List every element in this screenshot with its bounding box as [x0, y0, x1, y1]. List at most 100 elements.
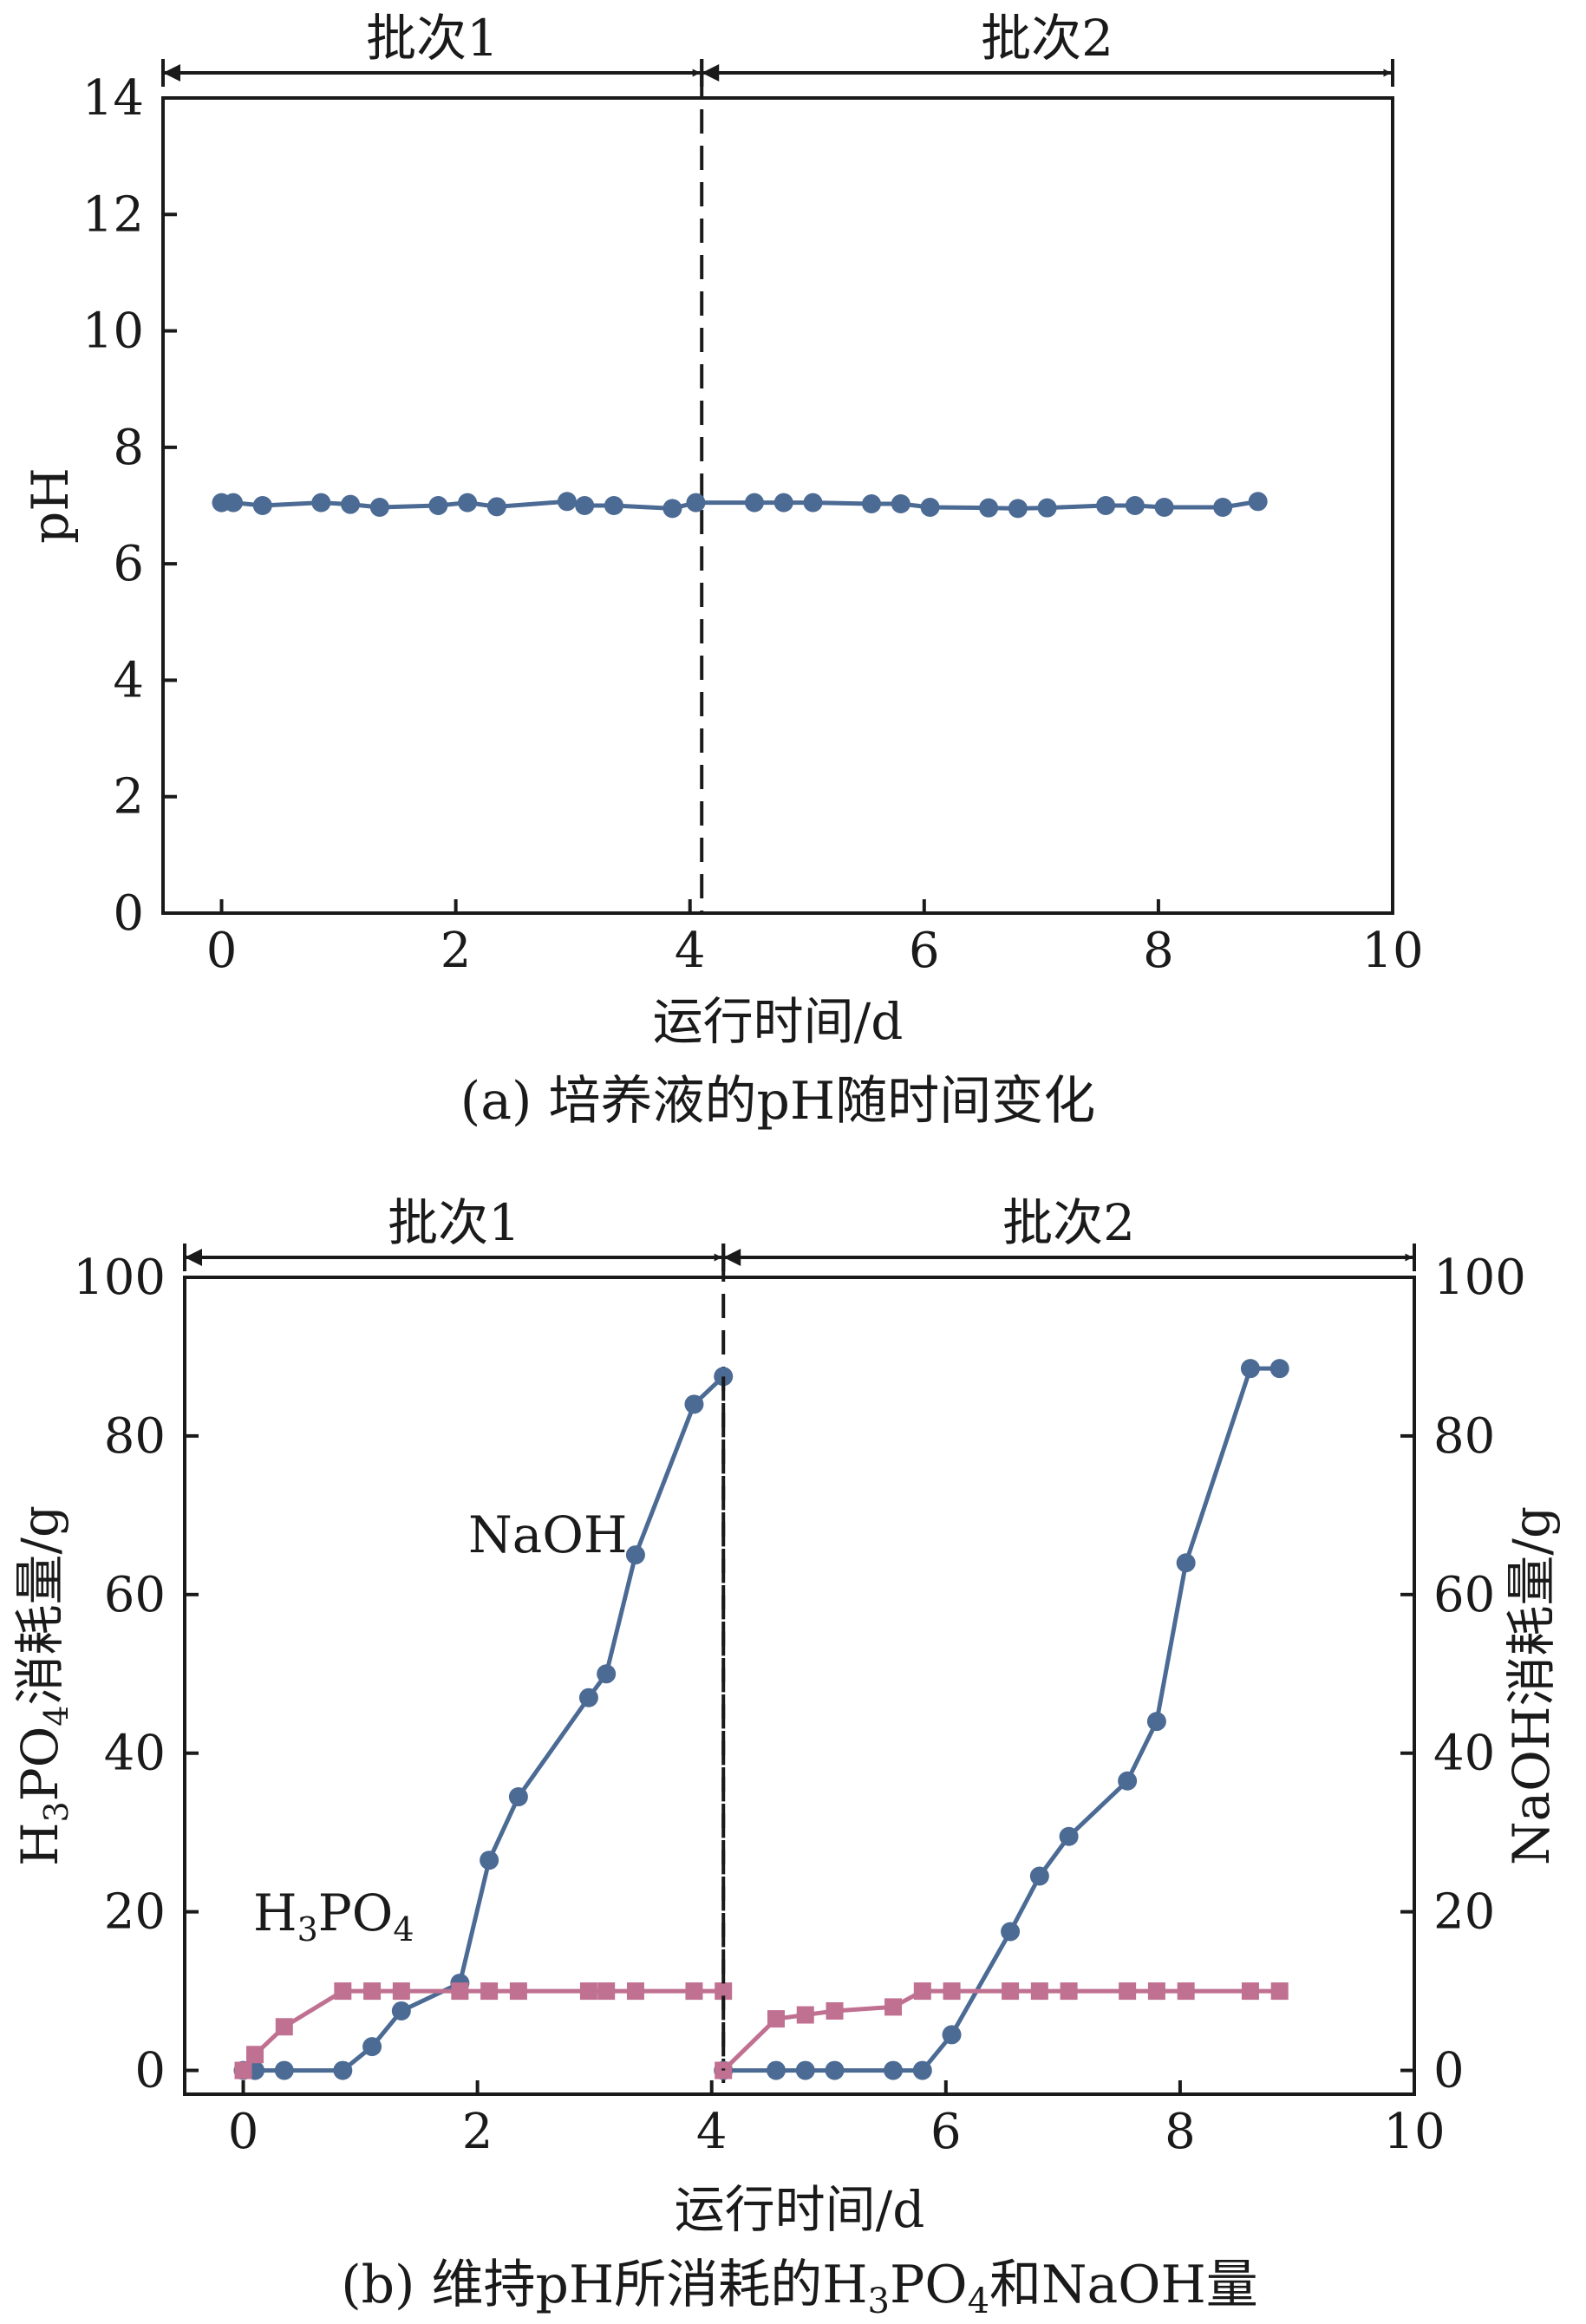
data-point: [625, 1545, 645, 1565]
batch-arrowhead-left: [702, 64, 720, 82]
x-tick-label: 0: [206, 923, 238, 979]
x-tick-label: 6: [909, 923, 940, 979]
data-point: [224, 493, 244, 512]
chart-a: 0 2 4 6 8 10 0 2 4 6 8 10 12 14 批次1 批次2 pH 运行时间/d (a) …: [21, 9, 1424, 1132]
data-point: [979, 498, 999, 518]
x-tick-label: 8: [1165, 2104, 1196, 2160]
data-point: [604, 496, 623, 515]
series-line: [721, 1988, 1280, 2073]
y-right-tick-label: 60: [1433, 1567, 1495, 1623]
y-tick-label: 60: [104, 1567, 166, 1623]
data-point: [715, 1982, 733, 2001]
data-point: [920, 498, 940, 518]
data-point: [1001, 1922, 1021, 1942]
data-point: [458, 493, 478, 512]
y-right-tick-label: 40: [1433, 1726, 1495, 1782]
batch-label: 批次2: [981, 9, 1113, 68]
batch-label: 批次2: [1002, 1193, 1135, 1252]
series-line: [241, 1988, 724, 2073]
chart-b-annotation-h3po4: H3PO4: [253, 1883, 414, 1949]
data-point: [369, 498, 389, 518]
data-point: [1146, 1712, 1166, 1732]
data-point: [480, 1851, 499, 1870]
y-tick-label: 100: [73, 1250, 166, 1306]
data-point: [1002, 1982, 1020, 2001]
data-point: [1029, 1866, 1049, 1886]
data-point: [1096, 496, 1116, 515]
data-point: [1269, 1359, 1289, 1379]
x-tick-label: 10: [1383, 2104, 1445, 2160]
data-point: [796, 2006, 814, 2024]
data-point: [334, 1982, 352, 2001]
data-point: [826, 2001, 844, 2020]
data-point: [1030, 1982, 1048, 2001]
batch-label: 批次1: [366, 9, 499, 68]
data-point: [1147, 1982, 1165, 2001]
y-tick-label: 0: [113, 885, 144, 942]
data-point: [486, 497, 506, 517]
chart-b-x-axis-label: 运行时间/d: [675, 2180, 925, 2239]
data-point: [508, 1787, 528, 1807]
data-point: [795, 2060, 815, 2080]
data-point: [597, 1664, 617, 1684]
x-tick-label: 0: [228, 2104, 259, 2160]
data-point: [1248, 492, 1268, 512]
data-point: [363, 1982, 382, 2001]
data-point: [1059, 1826, 1079, 1846]
data-point: [1119, 1982, 1137, 2001]
y-tick-label: 10: [82, 304, 144, 360]
data-point: [744, 493, 764, 512]
chart-b-y-axis-label-right: NaOH消耗量/g: [1502, 1506, 1561, 1865]
data-point: [884, 2060, 904, 2080]
data-point: [557, 492, 577, 512]
data-point: [597, 1982, 616, 2001]
data-point: [1177, 1982, 1195, 2001]
data-point: [1240, 1359, 1260, 1379]
chart-a-ticks: 0 2 4 6 8 10 0 2 4 6 8 10 12 14: [82, 70, 1424, 979]
y-tick-label: 14: [82, 70, 144, 127]
series-line: [723, 1366, 1280, 2073]
data-point: [1241, 1982, 1259, 2001]
data-point: [825, 2060, 845, 2080]
data-point: [362, 2037, 382, 2057]
x-tick-label: 2: [462, 2104, 493, 2160]
data-point: [1008, 499, 1028, 519]
data-point: [274, 2060, 294, 2080]
data-point: [884, 1998, 903, 2016]
data-point: [252, 496, 272, 515]
y-right-tick-label: 20: [1433, 1884, 1495, 1941]
data-point: [392, 1982, 410, 2001]
y-tick-label: 8: [113, 420, 144, 476]
data-point: [626, 1982, 644, 2001]
data-point: [942, 2025, 962, 2045]
chart-b-batch-arrows: 批次1 批次2: [183, 1193, 1416, 1271]
x-tick-label: 8: [1143, 923, 1174, 979]
data-point: [1060, 1982, 1078, 2001]
data-point: [862, 493, 882, 513]
data-point: [1270, 1982, 1289, 2001]
data-point: [686, 493, 706, 512]
data-point: [275, 2018, 293, 2036]
y-tick-label: 0: [134, 2043, 166, 2099]
y-tick-label: 6: [113, 536, 144, 592]
chart-b-caption: (b) 维持pH所消耗的H3PO4和NaOH量: [341, 2255, 1258, 2321]
data-point: [1125, 496, 1145, 515]
data-point: [1118, 1771, 1138, 1791]
data-point: [578, 1688, 598, 1707]
chart-a-y-axis-label: pH: [21, 467, 80, 544]
chart-a-plot-frame: [161, 96, 1394, 915]
data-point: [428, 496, 448, 515]
data-point: [803, 493, 823, 512]
data-point: [891, 493, 910, 513]
y-tick-label: 4: [113, 652, 144, 708]
data-point: [662, 499, 682, 519]
data-point: [246, 2046, 264, 2064]
batch-arrowhead-left: [185, 1249, 202, 1266]
x-tick-label: 4: [675, 923, 706, 979]
y-tick-label: 40: [104, 1726, 166, 1782]
y-right-tick-label: 0: [1433, 2043, 1465, 2099]
data-point: [1154, 498, 1174, 518]
